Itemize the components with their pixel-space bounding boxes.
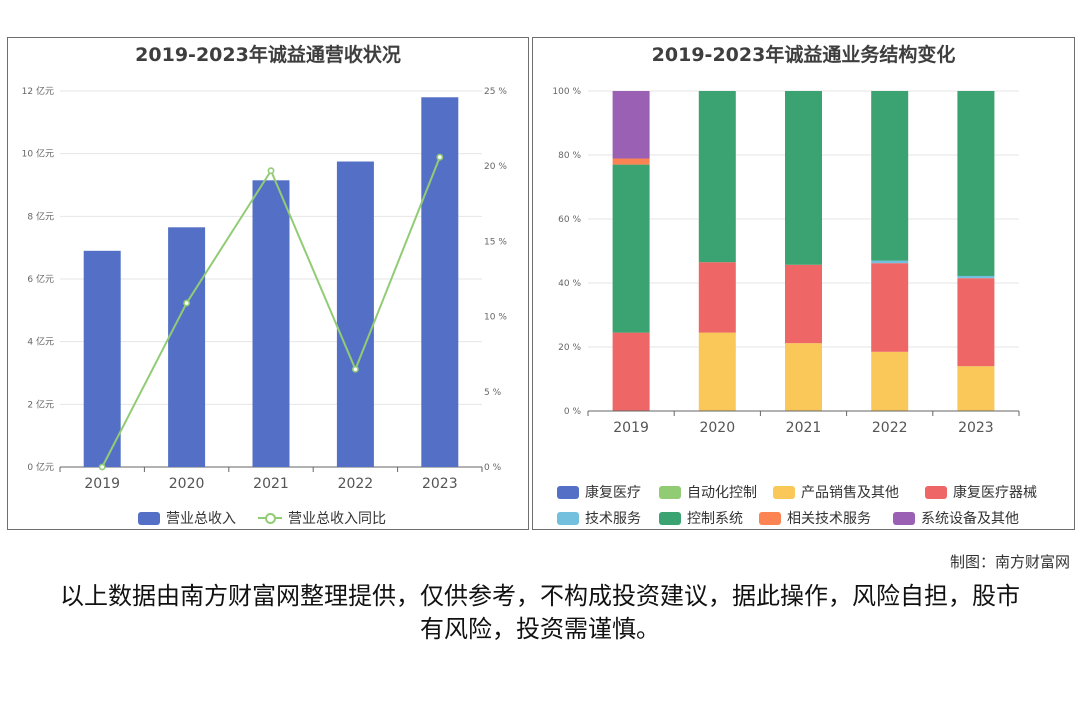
revenue-bar [252, 180, 290, 468]
stacked-bar-segment [957, 91, 995, 276]
y-right-tick-label: 0 % [484, 463, 502, 473]
y-right-tick-label: 15 % [484, 237, 507, 247]
revenue-bar [336, 161, 374, 467]
x-tick-label: 2022 [872, 420, 908, 436]
y-right-tick-label: 5 % [484, 388, 502, 398]
stacked-bar-segment [698, 262, 736, 333]
stacked-bar-segment [785, 264, 822, 344]
legend-item[interactable]: 康复医疗 [557, 482, 641, 502]
y-left-tick-label: 0 亿元 [27, 461, 54, 473]
y-right-tick-label: 20 % [484, 162, 507, 172]
legend-label: 技术服务 [585, 511, 641, 527]
y-left-tick-label: 12 亿元 [22, 85, 54, 97]
legend-swatch [893, 511, 915, 525]
y-left-tick-label: 2 亿元 [27, 398, 54, 410]
legend-label: 系统设备及其他 [921, 511, 1019, 527]
y-tick-label: 40 % [558, 279, 581, 289]
legend-item[interactable]: 系统设备及其他 [893, 508, 1019, 528]
legend-swatch [659, 485, 681, 499]
legend-item[interactable]: 技术服务 [557, 508, 641, 528]
revenue-bar [168, 227, 206, 467]
stacked-bar-segment [698, 332, 736, 411]
stacked-bar-segment [612, 164, 650, 333]
revenue-chart-panel: 2019-2023年诚益通营收状况 0 亿元 2 亿元 4 亿元 6 亿元 8 亿元 10… [7, 37, 529, 530]
legend-swatch [925, 485, 947, 499]
stacked-bar-segment [957, 366, 995, 411]
revenue-chart-svg: 0 亿元 2 亿元 4 亿元 6 亿元 8 亿元 10 亿元 12 亿元 0 % 5 % 10 %… [22, 85, 508, 492]
legend-item[interactable]: 自动化控制 [659, 482, 757, 502]
y-right-tick-label: 25 % [484, 87, 507, 97]
x-tick-label: 2023 [422, 476, 458, 492]
legend-swatch [659, 511, 681, 525]
stacked-bar-segment [785, 343, 822, 411]
revenue-chart-title: 2019-2023年诚益通营收状况 [135, 44, 401, 66]
x-tick-label: 2020 [169, 476, 205, 492]
y-left-tick-label: 8 亿元 [27, 210, 54, 222]
stacked-bar-segment [871, 263, 909, 352]
legend-label: 康复医疗器械 [953, 485, 1037, 501]
legend-swatch [138, 511, 160, 525]
stacked-bar-segment [871, 351, 909, 411]
x-tick-label: 2021 [786, 420, 822, 436]
yoy-growth-point [351, 365, 359, 373]
business-structure-chart-svg: 0 % 20 % 40 % 60 % 80 % 100 % 2019 2020 2021 2022… [552, 87, 1020, 436]
business-structure-chart-title: 2019-2023年诚益通业务结构变化 [651, 44, 956, 66]
y-right-tick-label: 10 % [484, 313, 507, 323]
yoy-growth-point [267, 167, 275, 175]
legend-item[interactable]: 相关技术服务 [759, 508, 871, 528]
legend-swatch [557, 485, 579, 499]
business-structure-chart-panel: 2019-2023年诚益通业务结构变化 0 % 20 % 40 % 60 % 80 % 1… [532, 37, 1075, 530]
y-left-tick-label: 4 亿元 [27, 336, 54, 348]
legend-label: 营业总收入 [166, 511, 236, 527]
revenue-bar [83, 250, 121, 467]
stacked-bar-segment [698, 91, 736, 263]
stacked-bar-segment [957, 275, 995, 279]
stacked-bar-segment [871, 91, 909, 261]
legend-swatch [557, 511, 579, 525]
legend-item[interactable]: 产品销售及其他 [773, 482, 899, 502]
legend-swatch [759, 511, 781, 525]
stacked-bar-segment [612, 158, 650, 165]
legend-label: 产品销售及其他 [801, 485, 899, 501]
y-tick-label: 100 % [552, 87, 581, 97]
chart-credit: 制图：南方财富网 [949, 553, 1070, 571]
legend-item[interactable]: 营业总收入同比 [258, 508, 386, 528]
y-left-tick-label: 6 亿元 [27, 273, 54, 285]
legend-item[interactable]: 控制系统 [659, 508, 743, 528]
stacked-bar-segment [612, 91, 650, 159]
x-tick-label: 2023 [958, 420, 994, 436]
x-tick-label: 2020 [699, 420, 735, 436]
legend-label: 营业总收入同比 [288, 511, 386, 527]
x-tick-label: 2021 [253, 476, 289, 492]
legend-label: 控制系统 [687, 511, 743, 527]
y-tick-label: 20 % [558, 343, 581, 353]
legend-label: 自动化控制 [687, 485, 757, 501]
stacked-bar-segment [785, 91, 822, 265]
y-tick-label: 60 % [558, 215, 581, 225]
yoy-growth-point [436, 153, 444, 161]
y-tick-label: 80 % [558, 151, 581, 161]
yoy-growth-point [183, 299, 190, 307]
legend-line-marker [258, 511, 282, 525]
legend-item[interactable]: 营业总收入 [138, 508, 236, 528]
x-tick-label: 2019 [84, 476, 120, 492]
yoy-growth-point [98, 463, 106, 471]
legend-item[interactable]: 康复医疗器械 [925, 482, 1037, 502]
stacked-bar-segment [957, 278, 995, 367]
y-tick-label: 0 % [564, 407, 582, 417]
y-left-tick-label: 10 亿元 [22, 148, 54, 160]
disclaimer-text: 以上数据由南方财富网整理提供，仅供参考，不构成投资建议，据此操作，风险自担，股市… [60, 582, 1020, 643]
legend-label: 相关技术服务 [787, 511, 871, 527]
stacked-bar-segment [871, 260, 909, 264]
legend-swatch [773, 485, 795, 499]
stacked-bar-segment [612, 332, 650, 411]
x-tick-label: 2022 [338, 476, 374, 492]
legend-label: 康复医疗 [585, 485, 641, 501]
x-tick-label: 2019 [613, 420, 649, 436]
revenue-bar [421, 97, 459, 467]
